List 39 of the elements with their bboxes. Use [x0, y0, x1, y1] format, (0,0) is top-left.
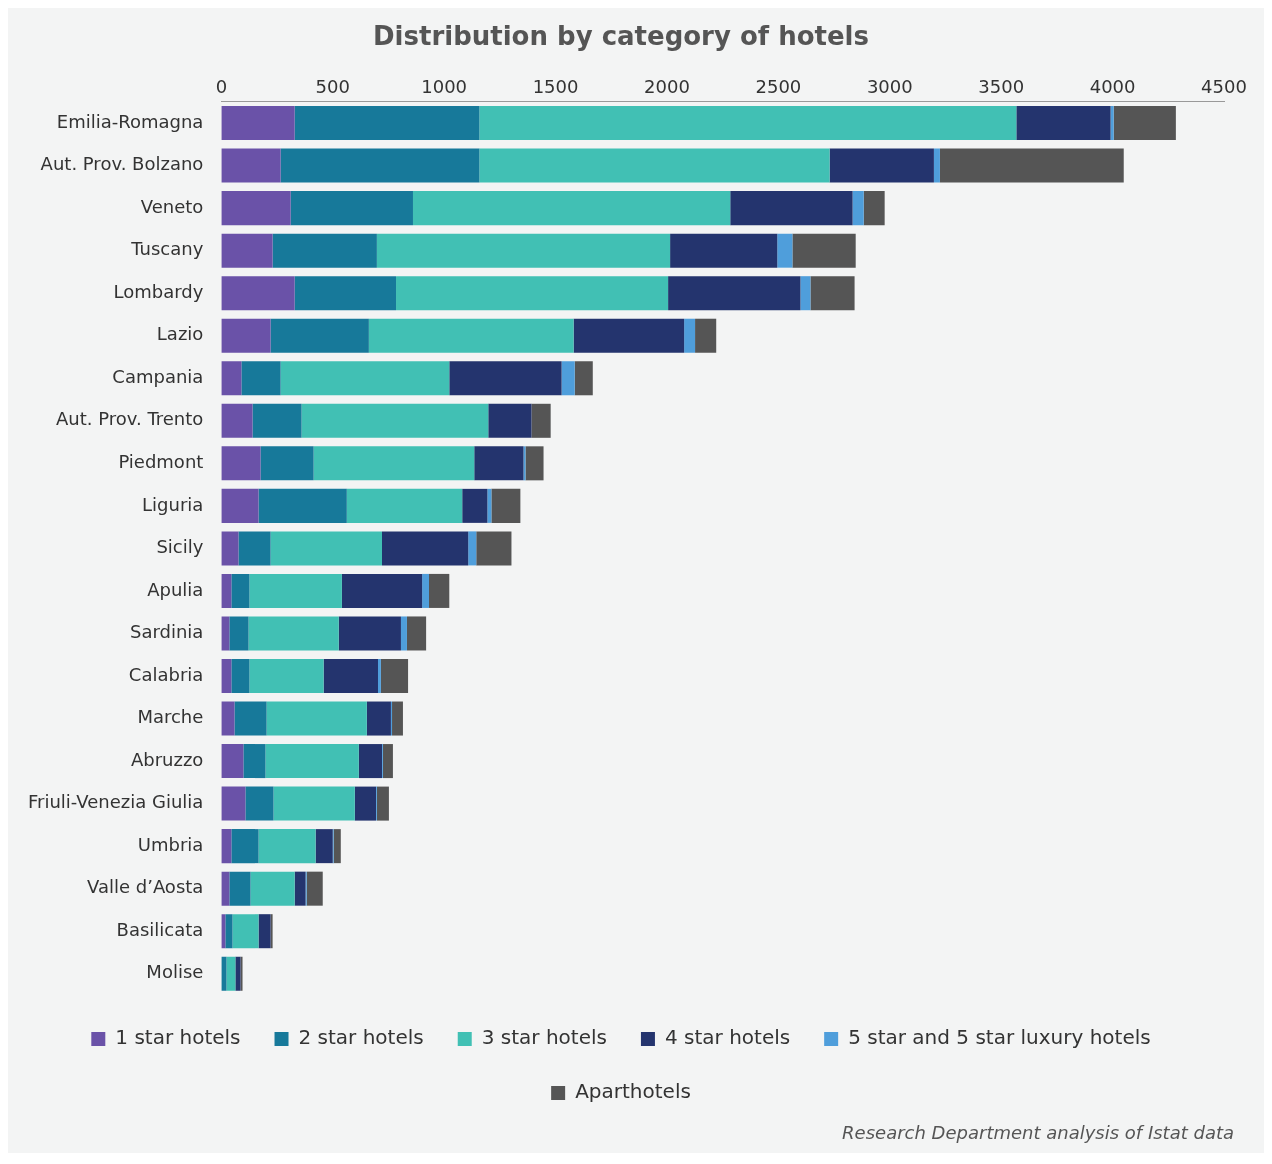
y-tick-label: Aut. Prov. Trento — [55, 408, 204, 430]
y-tick-label: Umbria — [137, 833, 204, 855]
legend-label: 3 star hotels — [481, 1025, 607, 1050]
chart-title: Distribution by category of hotels — [373, 21, 869, 52]
x-tick-label: 2000 — [644, 75, 690, 97]
x-tick-label: 3500 — [978, 75, 1025, 97]
x-tick-label: 3000 — [866, 75, 913, 97]
y-tick-label: Lombardy — [113, 280, 204, 302]
y-tick-label: Tuscany — [130, 238, 204, 260]
x-tick-label: 4500 — [1201, 75, 1247, 97]
x-tick-label: 500 — [315, 75, 350, 97]
y-tick-label: Piedmont — [118, 451, 204, 473]
x-tick-label: 1500 — [532, 75, 579, 97]
x-tick-label: 4000 — [1089, 75, 1136, 97]
y-tick-label: Marche — [137, 706, 204, 728]
y-tick-label: Campania — [112, 365, 204, 387]
legend-label: Aparthotels — [575, 1079, 691, 1104]
y-tick-label: Valle d’Aosta — [86, 876, 204, 898]
y-tick-label: Aut. Prov. Bolzano — [40, 153, 204, 175]
y-tick-label: Lazio — [156, 323, 204, 345]
y-tick-label: Apulia — [147, 578, 204, 600]
x-tick-label: 2500 — [755, 75, 802, 97]
y-tick-label: Sardinia — [129, 621, 204, 643]
legend-label: 2 star hotels — [298, 1025, 424, 1050]
y-tick-label: Calabria — [128, 663, 204, 685]
x-tick-label: 1000 — [421, 75, 468, 97]
legend-label: 4 star hotels — [664, 1025, 791, 1050]
y-tick-label: Sicily — [156, 536, 204, 558]
y-tick-label: Veneto — [140, 195, 204, 217]
y-tick-label: Friuli-Venezia Giulia — [28, 791, 204, 813]
legend-label: 1 star hotels — [115, 1025, 241, 1050]
text: Research Department analysis of Istat data — [841, 1121, 1235, 1145]
y-tick-label: Molise — [146, 961, 204, 983]
y-tick-label: Basilicata — [116, 918, 204, 940]
y-tick-label: Abruzzo — [130, 748, 204, 770]
x-tick-label: 0 — [215, 75, 228, 97]
y-tick-label: Liguria — [142, 493, 204, 515]
legend-label: 5 star and 5 star luxury hotels — [848, 1025, 1151, 1050]
y-tick-label: Emilia-Romagna — [56, 110, 204, 132]
